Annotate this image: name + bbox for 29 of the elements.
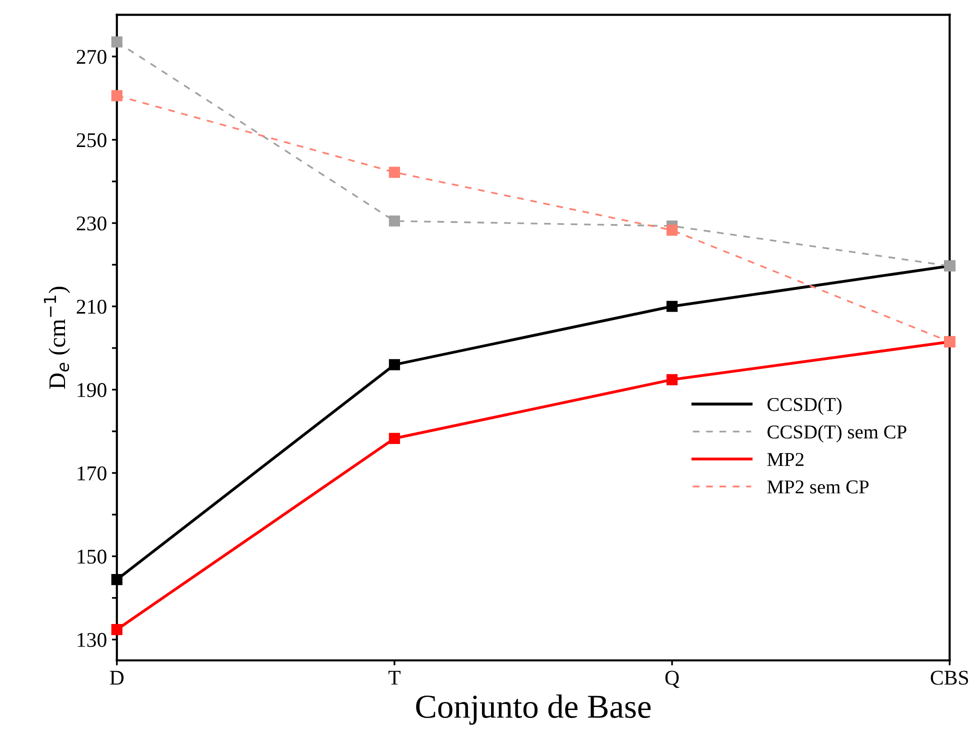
point — [666, 300, 678, 312]
legend-label: CCSD(T) sem CP — [768, 424, 906, 442]
y-tick-label: 270 — [76, 50, 106, 64]
y-tick-label: 190 — [78, 383, 106, 398]
legend-label: CCSD(T) — [768, 397, 842, 416]
point — [388, 166, 400, 178]
point — [111, 624, 122, 636]
point — [111, 574, 122, 586]
x-tick-label: CBS — [930, 670, 968, 685]
point — [388, 215, 400, 227]
y-tick-label: 150 — [78, 550, 106, 564]
legend-label: MP2 — [767, 452, 804, 466]
x-tick-label: T — [388, 670, 400, 685]
x-axis-title: Conjunto de Base — [416, 694, 651, 725]
point — [666, 374, 678, 386]
y-tick-label: 250 — [76, 133, 106, 148]
legend-label: MP2 sem CP — [767, 480, 869, 494]
point — [388, 432, 400, 444]
y-tick-label: 170 — [78, 466, 106, 480]
y-tick-label: 130 — [78, 632, 106, 647]
point — [111, 36, 122, 48]
y-tick-label: 210 — [76, 300, 106, 314]
point — [666, 224, 678, 236]
y-axis-title: D$_{e}$ (cm$^{−1}$) — [44, 286, 70, 389]
y-tick-label: 230 — [76, 216, 106, 231]
x-tick-label: Q — [665, 670, 680, 688]
point — [111, 90, 122, 102]
point — [388, 359, 400, 370]
x-tick-label: D — [110, 670, 124, 685]
